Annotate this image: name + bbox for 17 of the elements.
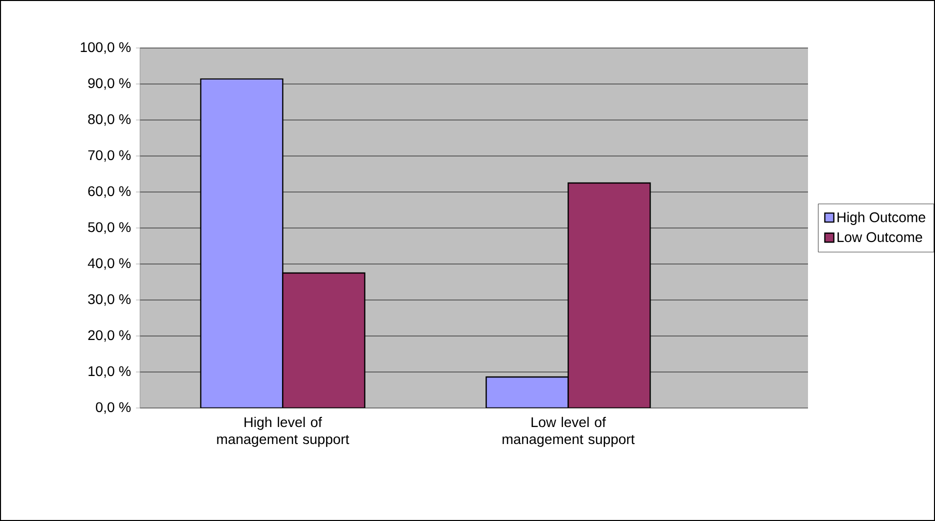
bar xyxy=(568,182,651,408)
y-tick-label: 30,0 % xyxy=(88,294,131,306)
x-tick-label: Low level of management support xyxy=(502,416,635,447)
y-tick-label: 90,0 % xyxy=(88,78,131,90)
y-tick-label: 100,0 % xyxy=(80,42,131,54)
y-tick-label: 0,0 % xyxy=(96,402,131,414)
y-tick-label: 20,0 % xyxy=(88,330,131,342)
y-tick-label: 60,0 % xyxy=(88,186,131,198)
y-tick-label: 10,0 % xyxy=(88,366,131,378)
y-tick-label: 70,0 % xyxy=(88,150,131,162)
bar xyxy=(282,272,366,408)
y-tick-label: 50,0 % xyxy=(88,222,131,234)
legend-label: High Outcome xyxy=(838,212,926,225)
legend-label: Low Outcome xyxy=(838,232,922,242)
y-tick-label: 40,0 % xyxy=(88,258,131,270)
x-tick-label: High level of management support xyxy=(217,416,350,447)
y-tick-label: 80,0 % xyxy=(88,114,131,126)
